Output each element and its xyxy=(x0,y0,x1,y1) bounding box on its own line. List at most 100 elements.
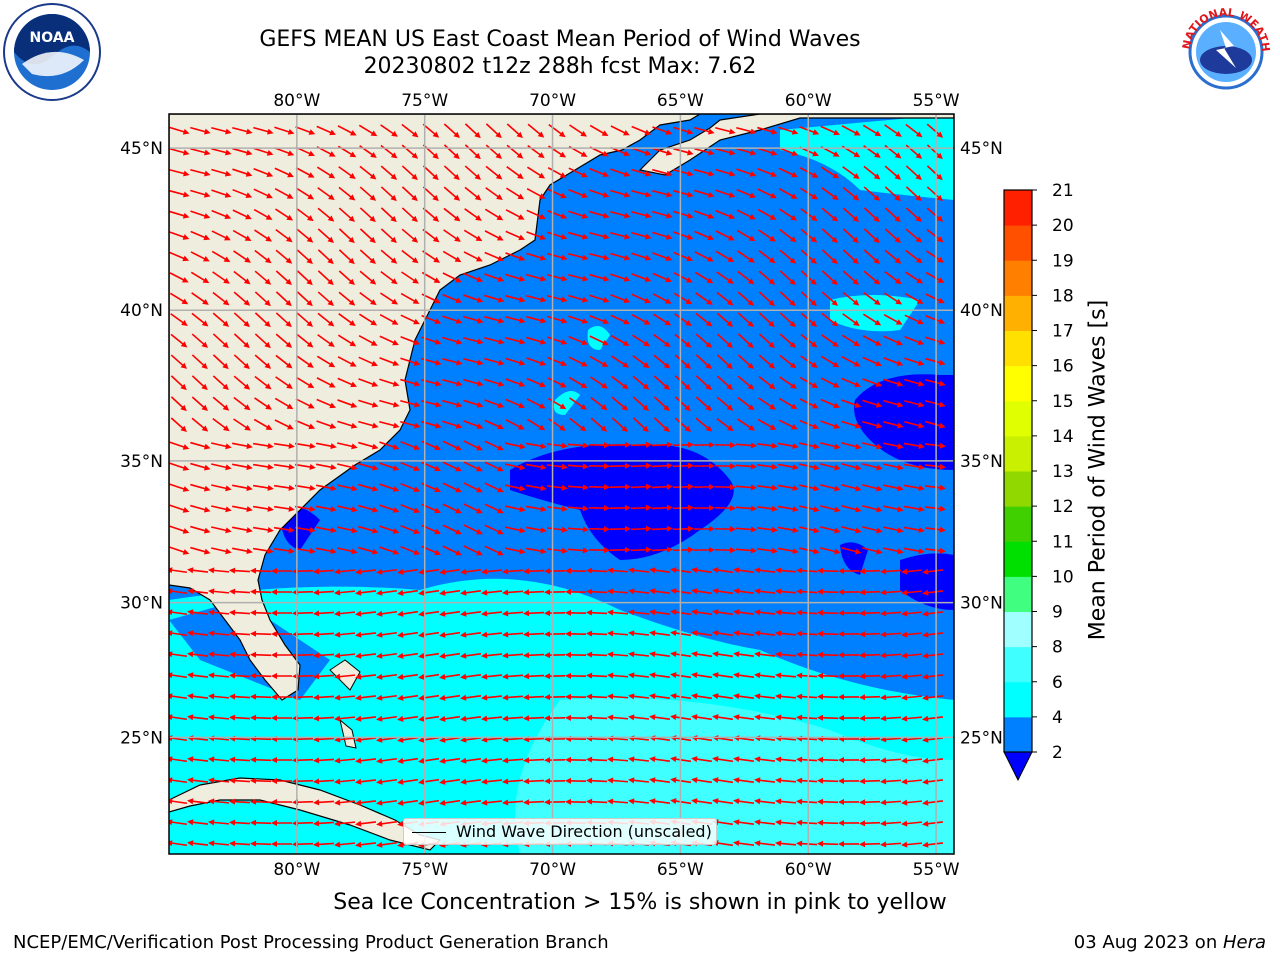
wind-wave-arrow xyxy=(735,547,757,554)
wind-wave-arrow xyxy=(252,505,274,512)
wind-wave-arrow xyxy=(187,798,209,805)
wind-wave-arrow xyxy=(443,186,461,201)
wind-wave-arrow xyxy=(211,505,232,513)
wind-wave-arrow xyxy=(862,378,883,387)
wind-wave-arrow xyxy=(778,505,799,513)
wind-wave-arrow xyxy=(376,694,398,701)
wind-wave-arrow xyxy=(565,630,587,637)
wind-wave-arrow xyxy=(274,419,294,430)
wind-wave-arrow xyxy=(317,270,334,286)
wind-wave-arrow xyxy=(316,463,337,471)
wind-wave-arrow xyxy=(715,189,736,198)
wind-wave-arrow xyxy=(359,270,377,285)
wind-wave-arrow xyxy=(442,545,462,556)
wind-wave-arrow xyxy=(355,610,377,617)
lon-label-bottom: 75°W xyxy=(401,860,448,880)
wind-wave-arrow xyxy=(901,652,923,659)
wind-wave-arrow xyxy=(359,292,377,306)
wind-wave-arrow xyxy=(926,250,944,263)
wind-wave-arrow xyxy=(841,483,862,492)
wind-wave-arrow xyxy=(376,652,398,659)
wind-wave-arrow xyxy=(337,334,357,347)
wind-wave-arrow xyxy=(338,207,356,222)
wind-wave-arrow xyxy=(232,463,253,471)
wind-wave-arrow xyxy=(355,673,377,680)
wind-wave-arrow xyxy=(379,546,400,555)
wind-wave-arrow xyxy=(863,165,881,180)
wind-wave-arrow xyxy=(211,126,232,135)
wind-wave-arrow xyxy=(883,505,904,513)
wind-wave-arrow xyxy=(628,630,650,637)
svg-text:NOAA: NOAA xyxy=(30,30,75,46)
wind-wave-arrow xyxy=(859,694,881,701)
wind-wave-arrow xyxy=(296,312,314,327)
wind-wave-arrow xyxy=(544,799,566,806)
wind-wave-arrow xyxy=(523,568,545,575)
wind-wave-arrow xyxy=(568,315,589,324)
wind-wave-arrow xyxy=(313,820,335,827)
bahamas-island xyxy=(329,659,361,691)
wind-wave-arrow xyxy=(544,631,566,638)
wind-wave-arrow xyxy=(758,397,776,410)
wind-wave-arrow xyxy=(229,777,251,784)
wind-wave-arrow xyxy=(820,526,841,534)
colorbar-tick-label: 13 xyxy=(1052,462,1074,482)
wind-wave-arrow xyxy=(526,252,547,261)
wind-wave-arrow xyxy=(610,189,631,198)
wind-wave-arrow xyxy=(481,673,503,680)
wind-wave-arrow xyxy=(862,335,882,346)
wind-wave-arrow xyxy=(716,354,733,370)
wind-wave-arrow xyxy=(652,168,673,177)
wind-wave-arrow xyxy=(316,398,337,409)
wind-wave-arrow xyxy=(693,504,715,511)
wind-wave-arrow xyxy=(211,463,232,471)
wind-wave-arrow xyxy=(714,526,736,533)
wind-wave-arrow xyxy=(733,714,755,721)
wind-wave-arrow xyxy=(212,396,230,411)
wind-wave-arrow xyxy=(442,461,462,472)
wind-wave-arrow xyxy=(443,229,461,242)
wind-wave-arrow xyxy=(229,609,251,616)
wind-wave-arrow xyxy=(505,442,526,450)
wind-wave-arrow xyxy=(715,168,736,177)
wind-wave-arrow xyxy=(883,463,904,471)
wind-wave-arrow xyxy=(674,333,692,348)
wind-wave-arrow xyxy=(460,610,482,617)
wind-wave-arrow xyxy=(505,252,526,261)
wind-wave-arrow xyxy=(337,526,358,534)
colorbar-segment xyxy=(1004,576,1032,612)
wind-wave-arrow xyxy=(820,463,841,471)
wind-wave-arrow xyxy=(775,672,797,679)
wind-wave-arrow xyxy=(901,610,923,617)
wind-wave-arrow xyxy=(712,609,734,616)
wind-wave-arrow xyxy=(463,461,483,472)
wind-wave-arrow xyxy=(922,820,944,827)
wind-wave-arrow xyxy=(673,147,694,156)
colorbar-segment xyxy=(1004,365,1032,402)
wind-wave-arrow xyxy=(880,757,902,764)
wind-wave-arrow xyxy=(169,798,188,805)
wind-wave-arrow xyxy=(712,567,734,574)
wind-wave-arrow xyxy=(443,165,460,181)
wind-wave-arrow xyxy=(355,568,377,575)
wind-wave-arrow xyxy=(273,505,295,512)
noaa-logo: NOAA xyxy=(3,3,101,101)
wind-wave-arrow xyxy=(379,357,400,366)
wind-wave-arrow xyxy=(652,189,673,198)
wind-wave-arrow xyxy=(758,291,775,307)
wind-wave-arrow xyxy=(628,777,650,784)
wind-wave-arrow xyxy=(295,187,315,200)
wind-wave-arrow xyxy=(903,526,925,533)
wind-wave-arrow xyxy=(863,207,880,223)
wind-wave-arrow xyxy=(525,484,547,491)
wind-wave-arrow xyxy=(526,166,546,179)
wind-wave-arrow xyxy=(505,209,525,220)
wind-wave-arrow xyxy=(358,399,379,408)
wind-wave-arrow xyxy=(754,609,776,616)
wind-wave-arrow xyxy=(588,484,610,491)
wind-wave-arrow xyxy=(376,715,398,722)
wind-wave-arrow xyxy=(586,798,608,805)
wind-wave-arrow xyxy=(628,609,650,616)
wind-wave-arrow xyxy=(880,610,902,617)
wind-wave-arrow xyxy=(187,756,209,763)
